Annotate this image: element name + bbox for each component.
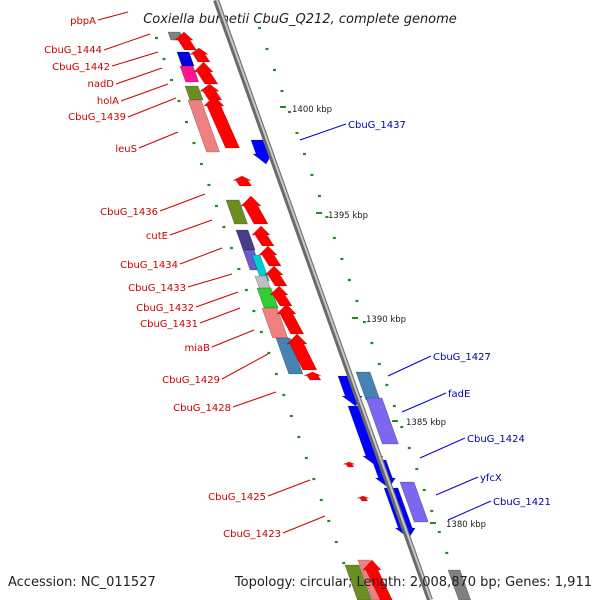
gene-label-CbuG_1436[interactable]: CbuG_1436 — [100, 207, 158, 218]
gene-label-CbuG_1428[interactable]: CbuG_1428 — [173, 403, 231, 414]
kbp-label-1400: 1400 kbp — [292, 105, 332, 115]
gene-arrow-forward — [203, 95, 241, 149]
gene-label-CbuG_1434[interactable]: CbuG_1434 — [120, 260, 178, 271]
gene-label-CbuG_1431[interactable]: CbuG_1431 — [140, 319, 198, 330]
feature-box-olive — [225, 199, 248, 225]
leader-line-left — [169, 219, 213, 236]
feature-box-pink — [179, 65, 200, 83]
gene-arrow-forward — [342, 461, 356, 468]
gene-label-leuS[interactable]: leuS — [115, 144, 137, 155]
gene-label-CbuG_1442[interactable]: CbuG_1442 — [52, 62, 110, 73]
gene-label-CbuG_1427[interactable]: CbuG_1427 — [433, 352, 491, 363]
leader-line-right — [387, 355, 432, 377]
kbp-label-1395: 1395 kbp — [328, 211, 368, 221]
leader-line-right — [419, 437, 466, 459]
gene-arrow-forward — [251, 225, 275, 247]
gene-label-cutE[interactable]: cutE — [146, 231, 168, 242]
feature-box-cyan — [251, 254, 270, 282]
gene-label-CbuG_1421[interactable]: CbuG_1421 — [493, 497, 551, 508]
gene-arrow-forward — [189, 47, 211, 63]
gene-label-CbuG_1437[interactable]: CbuG_1437 — [348, 120, 406, 131]
feature-box-purple — [365, 397, 399, 445]
gene-label-miaB[interactable]: miaB — [184, 343, 210, 354]
gene-arrow-forward — [174, 31, 197, 51]
gene-arrow-forward — [286, 333, 318, 371]
gene-arrow-forward — [199, 83, 223, 101]
feature-box-green — [256, 287, 279, 309]
gene-label-yfcX[interactable]: yfcX — [480, 473, 502, 484]
leader-line-left — [195, 291, 239, 308]
feature-box-purple — [399, 481, 429, 523]
gene-label-fadE[interactable]: fadE — [448, 389, 470, 400]
kbp-label-1390: 1390 kbp — [366, 315, 406, 325]
label-leader-lines — [97, 11, 492, 534]
feature-box-steelblue — [275, 337, 304, 375]
leader-line-left — [127, 97, 177, 118]
gene-arrow-forward — [258, 245, 282, 267]
gene-arrow-forward — [303, 371, 322, 381]
leader-line-right — [447, 500, 492, 521]
gene-arrow-forward — [193, 61, 219, 85]
kbp-label-1385: 1385 kbp — [406, 418, 446, 428]
gene-label-CbuG_1423[interactable]: CbuG_1423 — [223, 529, 281, 540]
gene-label-holA[interactable]: holA — [97, 96, 119, 107]
gene-arrow-forward — [362, 559, 393, 600]
gene-label-CbuG_1433[interactable]: CbuG_1433 — [128, 283, 186, 294]
leader-line-left — [120, 83, 169, 102]
leader-line-left — [232, 391, 277, 408]
kbp-label-1380: 1380 kbp — [446, 520, 486, 530]
gene-arrow-forward — [240, 195, 269, 225]
leader-line-left — [138, 131, 179, 149]
leader-line-left — [111, 51, 159, 67]
leader-line-right — [401, 392, 447, 413]
leader-line-left — [187, 273, 233, 288]
gene-label-nadD[interactable]: nadD — [87, 79, 114, 90]
leader-line-left — [199, 307, 241, 324]
gene-label-CbuG_1444[interactable]: CbuG_1444 — [44, 45, 102, 56]
feature-box-salmon — [187, 99, 220, 153]
gene-label-CbuG_1432[interactable]: CbuG_1432 — [136, 303, 194, 314]
gene-arrow-forward — [232, 175, 253, 187]
leader-line-left — [103, 33, 151, 51]
genome-backbone-highlight — [216, 0, 432, 600]
gene-label-CbuG_1424[interactable]: CbuG_1424 — [467, 434, 525, 445]
leader-line-right — [435, 476, 479, 496]
leader-line-right — [299, 123, 347, 141]
gene-label-pbpA[interactable]: pbpA — [70, 16, 96, 27]
feature-box-olive — [344, 564, 372, 600]
topology-text: Topology: circular; Length: 2,008,870 bp… — [234, 575, 592, 590]
map-title: Coxiella burnetii CbuG_Q212, complete ge… — [143, 12, 457, 27]
scale-ticks — [155, 26, 464, 597]
feature-box-slate — [235, 229, 256, 251]
leader-line-left — [211, 329, 255, 348]
leader-line-left — [267, 479, 311, 497]
leader-line-left — [159, 193, 206, 212]
gene-features — [167, 31, 472, 600]
leader-line-left — [282, 515, 326, 534]
accession-text: Accession: NC_011527 — [8, 575, 156, 590]
gene-label-CbuG_1425[interactable]: CbuG_1425 — [208, 492, 266, 503]
gene-label-CbuG_1439[interactable]: CbuG_1439 — [68, 112, 126, 123]
feature-box-olive — [184, 85, 204, 101]
gene-label-CbuG_1429[interactable]: CbuG_1429 — [162, 375, 220, 386]
feature-box-grey — [447, 569, 472, 600]
leader-line-left — [179, 247, 223, 265]
feature-box-blue — [176, 51, 195, 67]
gene-arrow-forward — [276, 303, 305, 335]
leader-line-left — [115, 67, 163, 85]
leader-line-left — [97, 11, 129, 21]
gene-arrow-forward — [356, 495, 370, 502]
leader-line-left — [221, 353, 269, 380]
gene-arrow-forward — [264, 265, 288, 287]
